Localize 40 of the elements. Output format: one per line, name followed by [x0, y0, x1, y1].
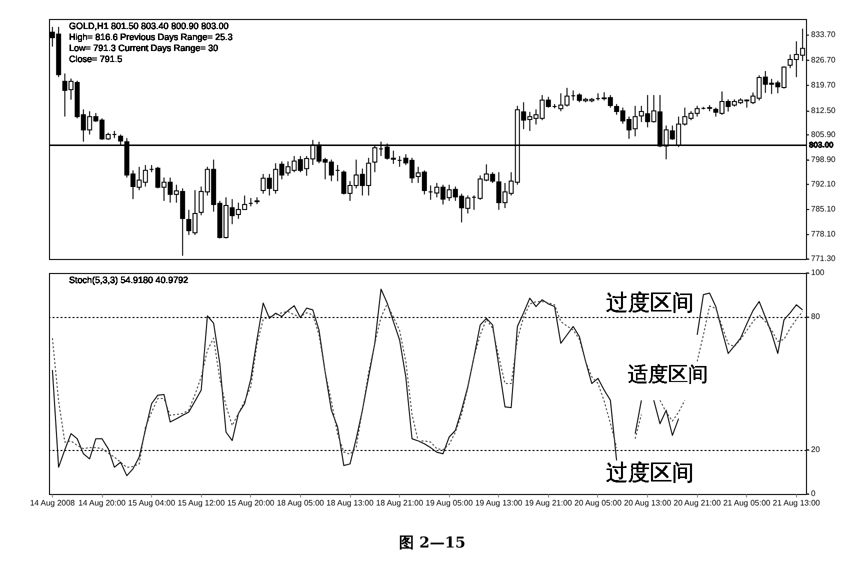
- chart-title: Stoch(5,3,3) 54.9180 40.9792: [69, 275, 188, 285]
- annotation: Close= 791.5: [69, 54, 122, 64]
- x-tick-label: 14 Aug 20:00: [78, 498, 126, 508]
- annotation: High= 816.6 Previous Days Range= 25.3: [69, 32, 233, 42]
- y-tick-label: 826.70: [811, 55, 836, 64]
- annotation: 适度区间: [628, 362, 708, 386]
- x-tick-label: 14 Aug 2008: [30, 498, 76, 508]
- x-tick-label: 18 Aug 13:00: [326, 498, 374, 508]
- x-tick-label: 19 Aug 05:00: [426, 498, 474, 508]
- y-tick-label: 771.30: [811, 254, 836, 263]
- caption: 图 2—15: [399, 534, 466, 552]
- x-tick-label: 15 Aug 20:00: [227, 498, 275, 508]
- y-tick-label: 20: [811, 444, 820, 454]
- x-tick-label: 20 Aug 21:00: [674, 498, 722, 508]
- x-tick-label: 19 Aug 21:00: [524, 498, 573, 508]
- y-tick-label: 798.90: [811, 154, 836, 164]
- y-tick-label: 0: [811, 489, 816, 498]
- y-tick-label: 100: [811, 268, 825, 277]
- y-tick-label: 805.90: [811, 130, 836, 139]
- x-tick-label: 21 Aug 05:00: [723, 498, 771, 508]
- x-tick-label: 20 Aug 13:00: [624, 498, 672, 508]
- x-tick-label: 18 Aug 05:00: [276, 498, 325, 508]
- chart-title: GOLD,H1 801.50 803.40 800.90 803.00: [69, 21, 229, 31]
- x-tick-label: 15 Aug 04:00: [128, 498, 176, 508]
- y-tick-label: 785.10: [811, 204, 836, 214]
- x-tick-label: 19 Aug 13:00: [475, 498, 523, 508]
- x-tick-label: 15 Aug 12:00: [178, 498, 226, 508]
- annotation: 过度区间: [606, 291, 694, 316]
- y-tick-label: 812.50: [811, 106, 836, 116]
- annotation: Low= 791.3 Current Days Range= 30: [69, 43, 218, 53]
- x-tick-label: 21 Aug 13:00: [772, 498, 821, 508]
- ref-line-label: 803.00: [809, 140, 834, 150]
- y-tick-label: 792.10: [811, 179, 836, 188]
- annotation: 过度区间: [606, 461, 694, 486]
- y-tick-label: 819.70: [811, 80, 836, 90]
- x-tick-label: 20 Aug 05:00: [574, 498, 622, 508]
- y-tick-label: 80: [811, 312, 820, 322]
- x-tick-label: 18 Aug 21:00: [376, 498, 424, 508]
- y-tick-label: 833.70: [811, 30, 836, 40]
- y-tick-label: 778.10: [811, 230, 836, 239]
